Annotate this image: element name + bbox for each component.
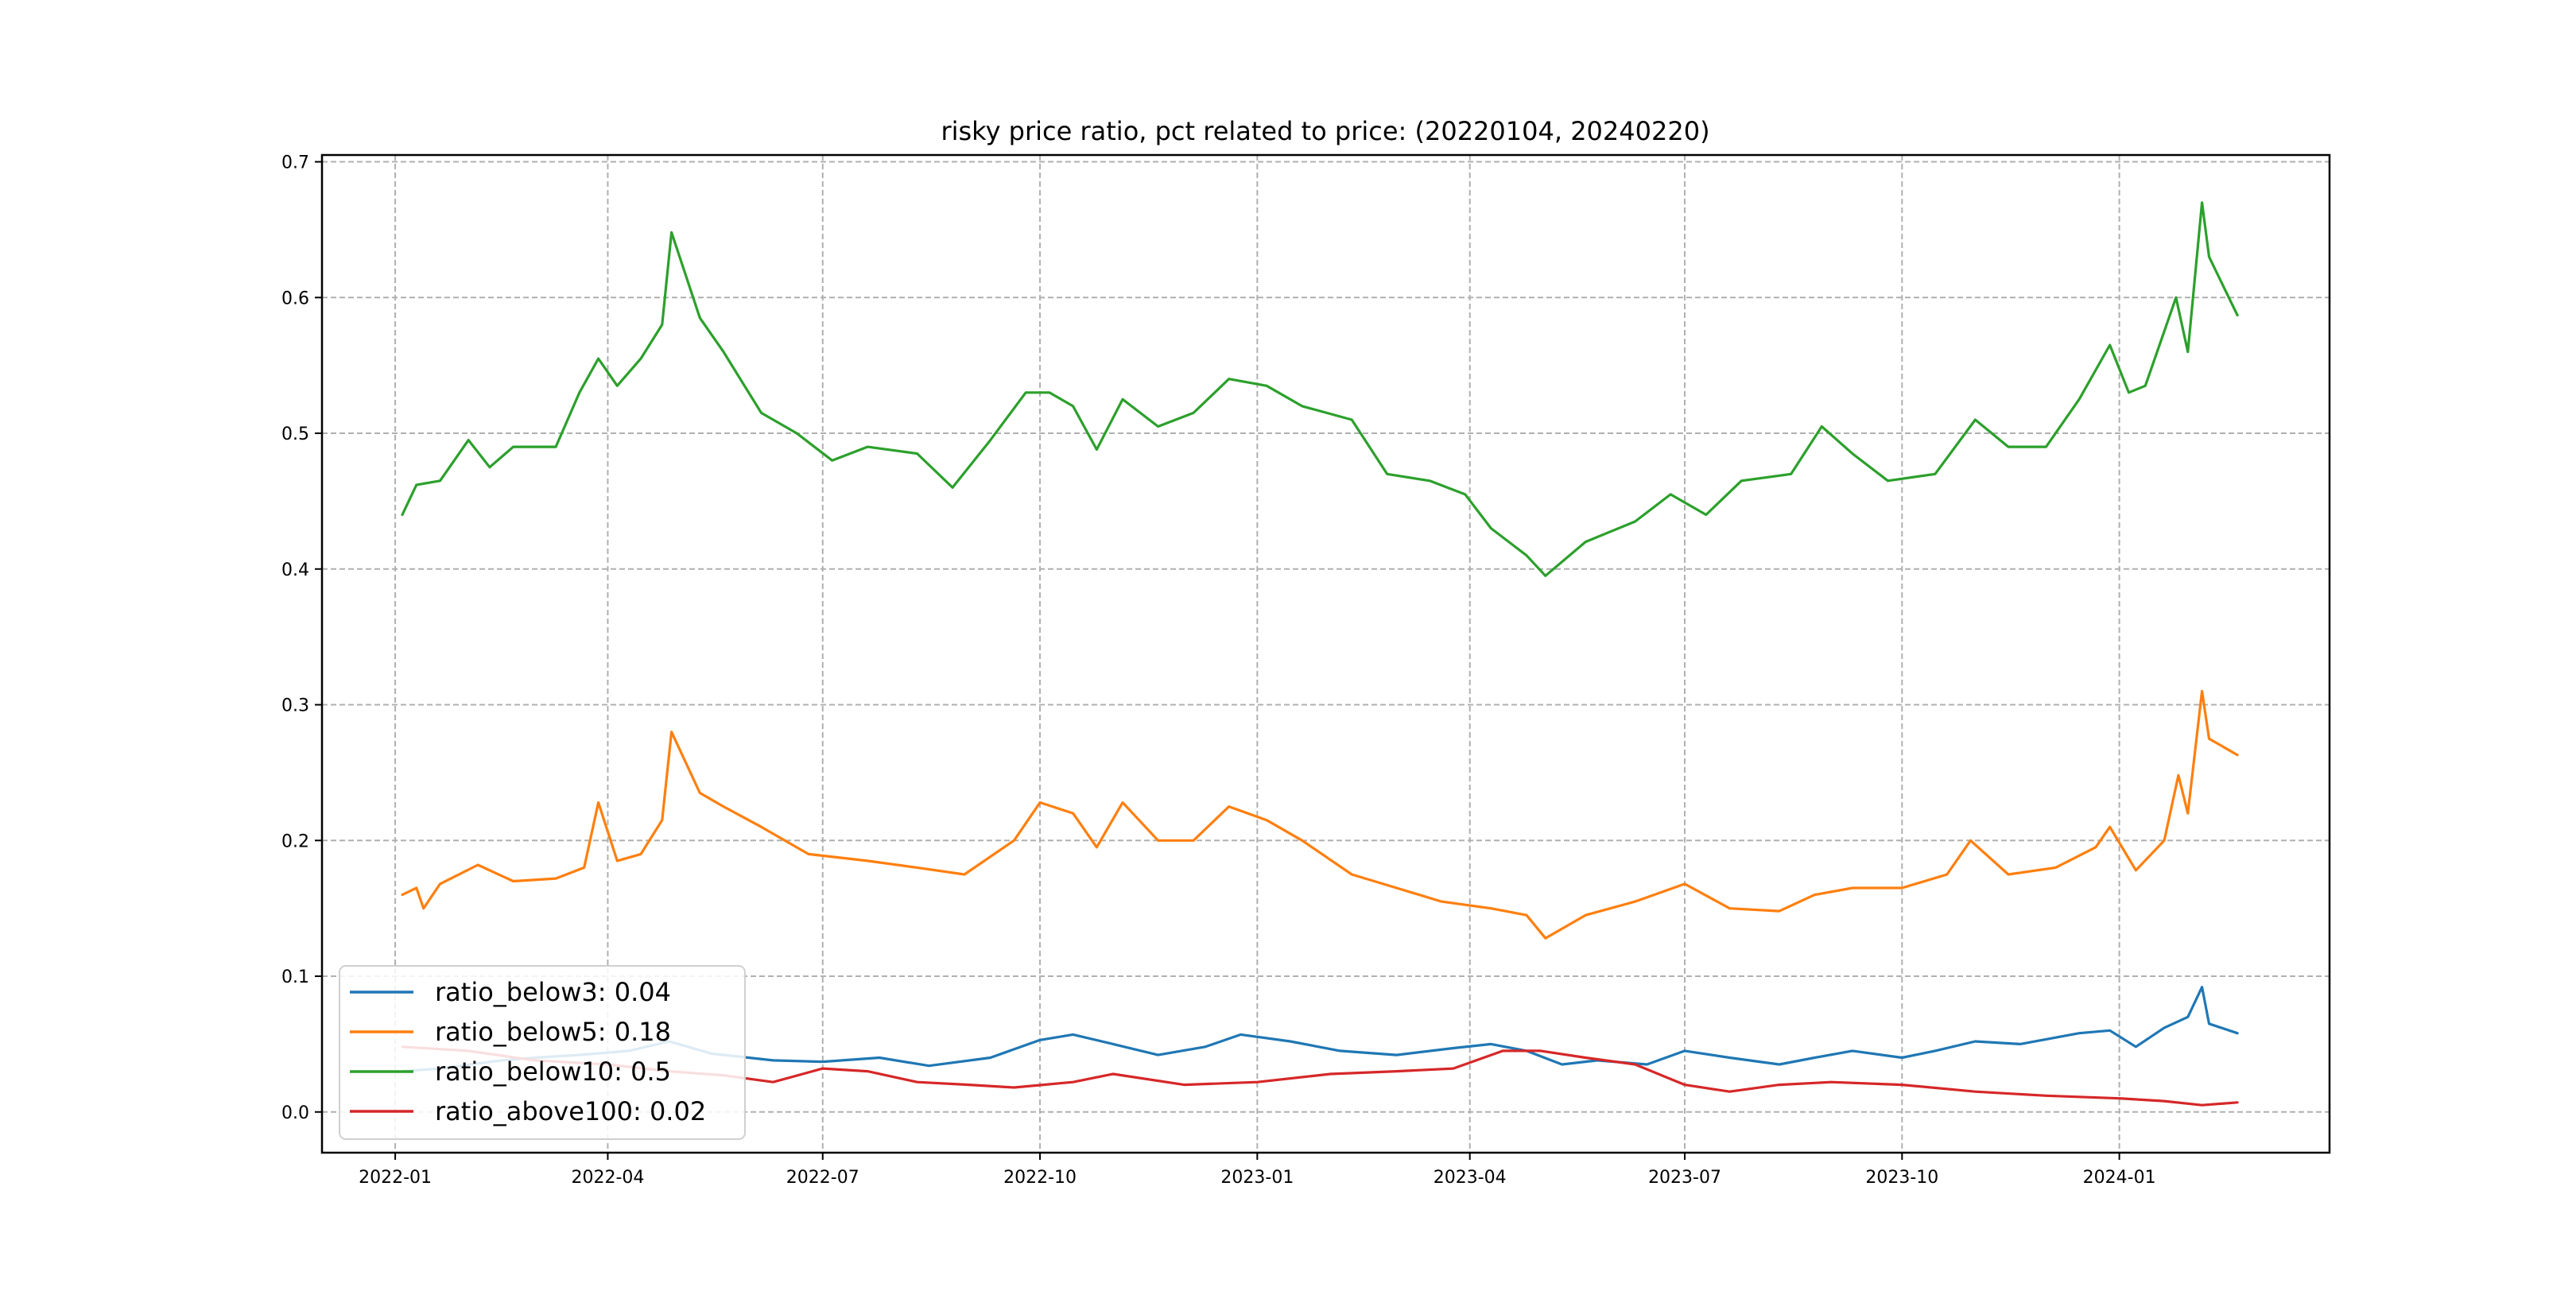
y-tick-label: 0.4: [281, 560, 309, 580]
plot-frame: [320, 153, 2331, 1154]
legend-label: ratio_below10: 0.5: [435, 1056, 671, 1087]
legend-label: ratio_below3: 0.04: [435, 977, 671, 1007]
y-tick-label: 0.0: [281, 1103, 309, 1123]
legend-label: ratio_above100: 0.02: [435, 1096, 706, 1126]
legend: ratio_below3: 0.04 ratio_below5: 0.18 rati…: [339, 965, 746, 1140]
y-tick-label: 0.3: [281, 696, 309, 716]
y-tick-label: 0.6: [281, 289, 309, 308]
x-tick-label: 2023-01: [1220, 1168, 1294, 1188]
x-tick-label: 2023-04: [1433, 1168, 1507, 1188]
x-tick-label: 2022-07: [786, 1168, 859, 1188]
y-tick-label: 0.7: [281, 153, 309, 173]
legend-box: [339, 965, 746, 1140]
x-tick-label: 2022-01: [359, 1168, 432, 1188]
series-line-2: [401, 201, 2239, 577]
x-tick-label: 2022-10: [1003, 1168, 1077, 1188]
x-tick-label: 2024-01: [2083, 1168, 2156, 1188]
x-tick-label: 2023-07: [1648, 1168, 1721, 1188]
legend-label: ratio_below5: 0.18: [435, 1017, 671, 1047]
series-line-3: [401, 1045, 2239, 1107]
y-tick-label: 0.1: [281, 967, 309, 987]
x-tick-label: 2023-10: [1865, 1168, 1938, 1188]
y-axis: 0.0 0.1 0.2 0.3 0.4 0.5 0.6 0.7: [281, 153, 322, 1123]
series-line-1: [401, 689, 2239, 940]
y-tick-label: 0.5: [281, 425, 309, 444]
y-tick-label: 0.2: [281, 832, 309, 851]
grid: [322, 155, 2330, 1153]
x-tick-label: 2022-04: [571, 1168, 644, 1188]
x-axis: 2022-01 2022-04 2022-07 2022-10 2023-01 2023-…: [359, 1153, 2156, 1188]
chart-title: risky price ratio, pct related to price:…: [941, 116, 1709, 146]
